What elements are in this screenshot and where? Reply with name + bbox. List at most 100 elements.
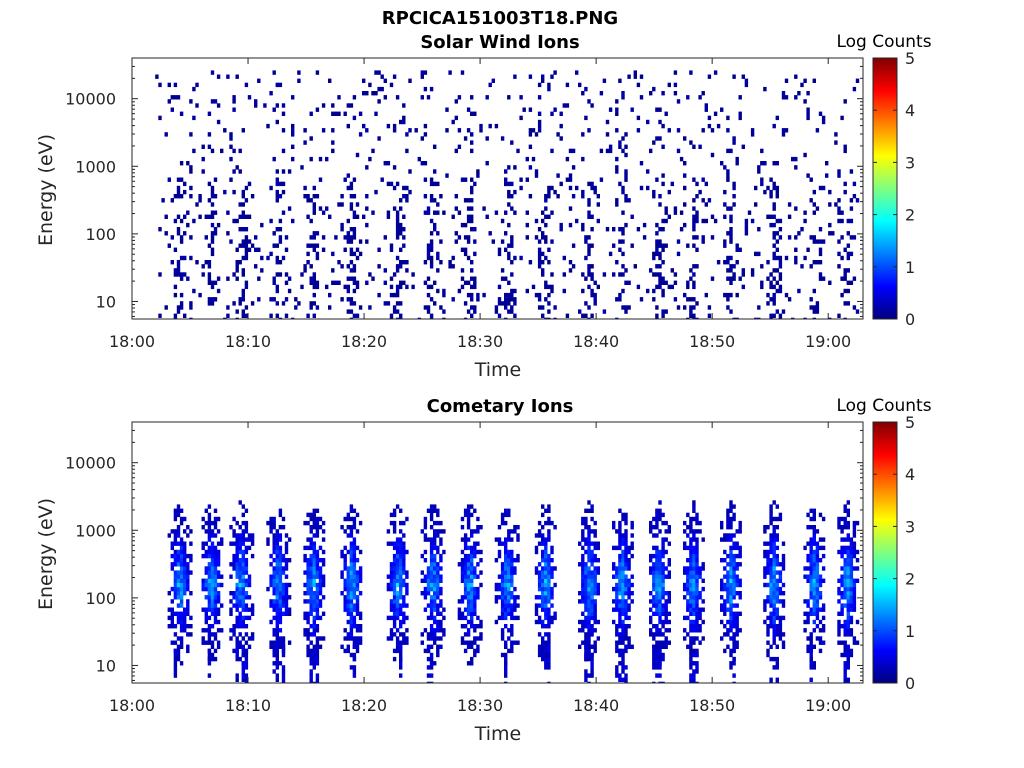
heatmap-cell [275, 619, 279, 625]
heatmap-cell [683, 541, 687, 546]
heatmap-cell [235, 276, 239, 281]
heatmap-cell [778, 516, 783, 522]
heatmap-cell [306, 558, 310, 563]
heatmap-cell [207, 214, 212, 219]
heatmap-cell [655, 644, 659, 649]
heatmap-cell [553, 566, 557, 571]
heatmap-cell [309, 525, 313, 530]
heatmap-cell [738, 95, 742, 100]
heatmap-cell [244, 525, 249, 530]
heatmap-cell [630, 214, 634, 219]
heatmap-cell [173, 508, 178, 513]
heatmap-cell [272, 661, 276, 666]
heatmap-cell [772, 276, 776, 281]
heatmap-cell [278, 607, 283, 612]
heatmap-cell [275, 603, 279, 608]
heatmap-cell [189, 553, 193, 559]
heatmap-cell [713, 111, 718, 116]
heatmap-cell [210, 566, 215, 571]
heatmap-cell [445, 173, 449, 178]
heatmap-cell [470, 619, 474, 625]
heatmap-cell [726, 115, 730, 121]
heatmap-cell [275, 537, 279, 542]
heatmap-cell [395, 541, 400, 546]
heatmap-cell [395, 214, 400, 219]
heatmap-cell [479, 619, 483, 625]
heatmap-cell [544, 541, 548, 546]
heatmap-cell [399, 553, 403, 559]
heatmap-cell [207, 640, 212, 645]
heatmap-cell [287, 169, 292, 174]
heatmap-cell [426, 582, 431, 588]
heatmap-cell [738, 115, 742, 121]
heatmap-cell [479, 582, 483, 588]
heatmap-cell [448, 260, 452, 265]
heatmap-cell [695, 562, 699, 567]
heatmap-cell [695, 235, 699, 240]
heatmap-cell [624, 152, 628, 158]
heatmap-cell [213, 210, 218, 215]
heatmap-cell [689, 619, 693, 625]
heatmap-cell [176, 574, 181, 579]
heatmap-cell [729, 268, 733, 273]
heatmap-cell [303, 615, 307, 621]
heatmap-cell [729, 582, 733, 588]
heatmap-cell [689, 276, 693, 281]
heatmap-cell [683, 615, 687, 621]
heatmap-cell [269, 644, 273, 649]
heatmap-cell [843, 301, 847, 306]
heatmap-cell [624, 615, 628, 621]
heatmap-cell [315, 255, 320, 261]
heatmap-cell [235, 644, 239, 649]
heatmap-cell [466, 599, 471, 604]
heatmap-cell [763, 549, 767, 555]
heatmap-cell [544, 665, 548, 670]
heatmap-cell [695, 661, 699, 666]
heatmap-cell [596, 558, 600, 563]
heatmap-cell [581, 156, 585, 162]
heatmap-cell [247, 181, 252, 187]
heatmap-cell [590, 264, 594, 269]
heatmap-cell [232, 529, 236, 534]
heatmap-cell [349, 227, 354, 232]
heatmap-cell [843, 586, 847, 592]
heatmap-cell [241, 309, 245, 314]
heatmap-cell [818, 512, 823, 518]
heatmap-cell [664, 520, 668, 526]
heatmap-cell [821, 603, 826, 608]
heatmap-cell [692, 297, 696, 302]
heatmap-cell [689, 562, 693, 567]
heatmap-cell [661, 227, 665, 232]
heatmap-cell [210, 591, 215, 596]
heatmap-cell [624, 268, 628, 273]
heatmap-cell [618, 78, 622, 83]
heatmap-cell [309, 198, 313, 203]
heatmap-cell [241, 504, 245, 509]
heatmap-cell [689, 681, 693, 683]
heatmap-cell [584, 632, 588, 637]
heatmap-cell [291, 95, 295, 100]
heatmap-cell [349, 632, 354, 637]
heatmap-cell [423, 161, 428, 166]
heatmap-cell [621, 591, 625, 596]
heatmap-cell [618, 558, 622, 563]
heatmap-cell [510, 644, 514, 649]
heatmap-cell [618, 640, 622, 645]
heatmap-cell [812, 562, 816, 567]
heatmap-cell [235, 607, 239, 612]
heatmap-cell [457, 235, 462, 240]
heatmap-cell [470, 570, 474, 575]
heatmap-cell [547, 656, 551, 662]
heatmap-cell [621, 512, 625, 518]
heatmap-cell [766, 615, 770, 621]
heatmap-cell [429, 198, 434, 203]
heatmap-cell [775, 533, 779, 538]
heatmap-cell [769, 619, 773, 625]
heatmap-cell [778, 578, 783, 583]
heatmap-cell [250, 632, 255, 637]
heatmap-cell [244, 632, 249, 637]
heatmap-cell [667, 284, 671, 290]
heatmap-cell [618, 574, 622, 579]
heatmap-cell [389, 243, 394, 248]
heatmap-cell [507, 297, 511, 302]
